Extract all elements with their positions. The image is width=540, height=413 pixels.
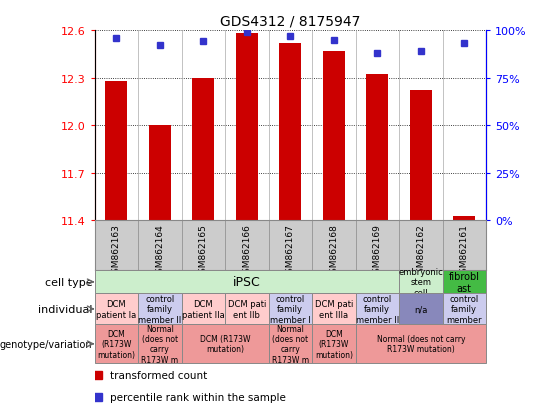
Text: n/a: n/a	[414, 305, 428, 313]
Text: GSM862166: GSM862166	[242, 223, 251, 278]
Text: DCM (R173W
mutation): DCM (R173W mutation)	[200, 334, 250, 354]
Text: GSM862164: GSM862164	[156, 223, 164, 278]
Text: DCM
patient Ia: DCM patient Ia	[96, 299, 137, 319]
Text: Normal
(does not
carry
R173W m: Normal (does not carry R173W m	[141, 324, 178, 364]
Bar	[236, 34, 258, 221]
Bar	[312, 325, 355, 363]
Text: embryonic
stem
cell: embryonic stem cell	[399, 267, 443, 297]
Bar	[355, 294, 399, 325]
Text: DCM
patient IIa: DCM patient IIa	[182, 299, 225, 319]
Text: control
family
member: control family member	[447, 294, 482, 324]
Bar	[268, 325, 312, 363]
Text: GSM862168: GSM862168	[329, 223, 338, 278]
Bar	[94, 294, 138, 325]
Text: genotype/variation: genotype/variation	[0, 339, 92, 349]
Title: GDS4312 / 8175947: GDS4312 / 8175947	[220, 14, 360, 28]
Bar	[149, 126, 171, 221]
Bar	[138, 294, 181, 325]
Bar	[138, 325, 181, 363]
Text: DCM
(R173W
mutation): DCM (R173W mutation)	[315, 329, 353, 359]
Text: percentile rank within the sample: percentile rank within the sample	[110, 392, 286, 403]
Text: GSM862162: GSM862162	[416, 223, 426, 278]
Text: transformed count: transformed count	[110, 370, 207, 380]
Text: DCM
(R173W
mutation): DCM (R173W mutation)	[97, 329, 135, 359]
Bar	[105, 82, 127, 221]
Bar	[399, 294, 442, 325]
Text: individual: individual	[38, 304, 92, 314]
Text: DCM pati
ent IIIa: DCM pati ent IIIa	[315, 299, 353, 319]
Text: control
family
member I: control family member I	[270, 294, 310, 324]
Text: GSM862163: GSM862163	[112, 223, 121, 278]
Text: GSM862169: GSM862169	[373, 223, 382, 278]
Text: iPSC: iPSC	[233, 275, 261, 289]
Text: Normal (does not carry
R173W mutation): Normal (does not carry R173W mutation)	[376, 334, 465, 354]
Bar	[323, 52, 345, 221]
Bar	[366, 75, 388, 221]
Bar	[312, 294, 355, 325]
Bar	[94, 271, 399, 294]
Text: control
family
member II: control family member II	[356, 294, 399, 324]
Bar	[442, 294, 486, 325]
Bar	[192, 78, 214, 221]
Text: GSM862161: GSM862161	[460, 223, 469, 278]
Text: Normal
(does not
carry
R173W m: Normal (does not carry R173W m	[272, 324, 309, 364]
Bar	[410, 91, 431, 221]
Bar	[399, 271, 442, 294]
Bar	[355, 325, 486, 363]
Bar	[454, 216, 475, 221]
Bar	[279, 44, 301, 221]
Bar	[442, 271, 486, 294]
Text: GSM862167: GSM862167	[286, 223, 295, 278]
Text: control
family
member II: control family member II	[138, 294, 181, 324]
Bar	[268, 294, 312, 325]
Text: cell type: cell type	[45, 277, 92, 287]
Bar	[94, 325, 138, 363]
Text: fibrobl
ast: fibrobl ast	[449, 271, 480, 293]
Text: DCM pati
ent IIb: DCM pati ent IIb	[227, 299, 266, 319]
Bar	[225, 294, 268, 325]
Text: GSM862165: GSM862165	[199, 223, 208, 278]
Bar	[181, 294, 225, 325]
Bar	[181, 325, 268, 363]
